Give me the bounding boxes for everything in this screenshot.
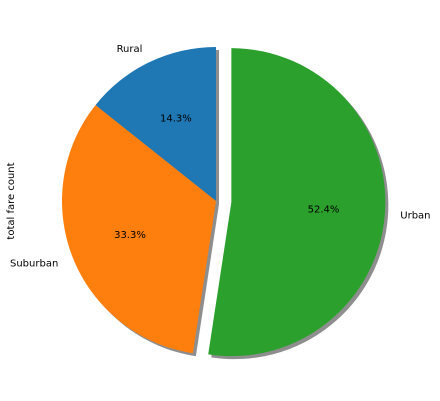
pie-slice-suburban xyxy=(62,105,217,354)
category-label-urban: Urban xyxy=(400,210,430,221)
category-label-rural: Rural xyxy=(117,44,143,55)
pie-slice-rural xyxy=(95,47,216,201)
label-layer: 14.3% Rural 33.3% Suburban 52.4% Urban xyxy=(10,44,431,269)
pct-label-urban: 52.4% xyxy=(308,205,340,216)
pct-label-suburban: 33.3% xyxy=(114,230,146,241)
pie-slice-urban xyxy=(208,48,386,357)
pct-label-rural: 14.3% xyxy=(160,113,192,124)
category-label-suburban: Suburban xyxy=(10,258,58,269)
slice-layer xyxy=(62,47,386,357)
y-axis-label: total fare count xyxy=(6,162,17,239)
